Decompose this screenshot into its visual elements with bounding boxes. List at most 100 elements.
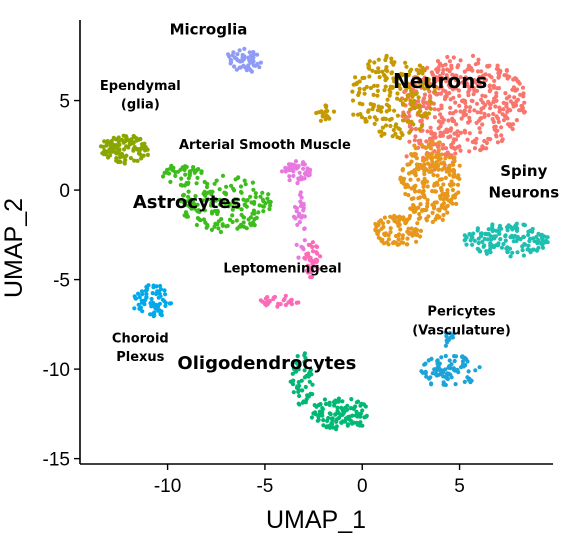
point-neurons [467,131,472,136]
point-ependymal-glia [122,160,127,165]
point-cluster-2 [406,171,412,176]
point-oligodendrocytes [322,397,327,402]
point-astrocytes [220,173,226,178]
point-neurons [449,63,454,68]
point-oligodendrocytes [334,419,339,424]
point-pericytes-vasculature [444,338,449,343]
point-spiny-neurons [505,249,510,255]
point-neurons [438,124,443,129]
point-neurons [493,104,498,109]
point-neurons [448,97,453,102]
point-pericytes-vasculature [443,382,448,388]
point-neurons [438,112,443,117]
point-oligodendrocytes [346,414,351,420]
point-spiny-neurons [521,253,527,258]
cluster-label-astrocytes: Astrocytes [133,192,241,213]
point-leptomeningeal [296,300,301,305]
point-astrocytes [218,202,223,207]
point-oligodendrocytes [308,367,313,372]
point-cluster-2 [436,148,441,153]
point-astrocytes [173,173,178,178]
point-neurons [462,69,467,74]
point-arterial-smooth-muscle [294,242,299,247]
point-astrocytes [250,180,255,185]
point-leptomeningeal [310,262,315,267]
point-arterial-smooth-muscle [298,174,304,180]
point-cluster-1 [368,101,373,107]
point-cluster-1 [353,75,358,80]
point-astrocytes [267,206,272,212]
point-arterial-smooth-muscle [295,181,300,186]
point-neurons [501,118,506,123]
point-spiny-neurons [534,234,539,240]
point-oligodendrocytes [359,401,364,406]
point-pericytes-vasculature [447,358,452,363]
point-neurons [521,94,526,99]
point-choroid-plexus [156,295,161,300]
point-cluster-1 [417,63,422,68]
point-cluster-2 [417,189,422,194]
point-neurons [478,130,483,135]
point-arterial-smooth-muscle [300,214,305,219]
point-neurons [522,110,527,115]
point-arterial-smooth-muscle [287,174,292,179]
point-astrocytes [251,187,256,192]
point-microglia [242,46,247,52]
point-cluster-1 [391,127,396,133]
point-astrocytes [241,215,247,220]
point-leptomeningeal [307,257,312,263]
point-cluster-1 [366,65,371,70]
point-neurons [451,111,456,116]
point-spiny-neurons [482,243,487,248]
point-oligodendrocytes [339,405,344,410]
point-pericytes-vasculature [419,369,424,374]
point-pericytes-vasculature [441,370,446,375]
point-leptomeningeal [318,254,323,259]
point-cluster-1 [375,83,380,88]
point-cluster-1 [406,119,411,124]
point-cluster-2 [442,166,447,171]
point-cluster-1 [362,91,367,96]
point-cluster-2 [425,198,430,203]
point-cluster-2 [452,174,457,179]
point-cluster-2 [449,179,454,184]
point-cluster-1 [393,124,398,129]
point-astrocytes [225,223,230,228]
point-cluster-2 [396,237,401,242]
point-arterial-smooth-muscle [293,163,298,168]
point-cluster-2 [445,188,450,193]
point-cluster-1 [351,112,356,117]
point-cluster-1 [373,70,378,75]
point-spiny-neurons [526,232,531,238]
point-neurons [466,120,471,125]
point-neurons [407,139,412,144]
point-astrocytes [238,184,244,189]
point-cluster-1 [416,71,421,76]
point-leptomeningeal [258,298,263,303]
point-spiny-neurons [484,249,489,254]
point-cluster-2 [437,140,442,145]
point-neurons [454,122,459,127]
point-cluster-1 [426,77,431,82]
point-neurons [514,87,520,92]
point-neurons [492,78,497,83]
point-arterial-smooth-muscle [283,169,288,174]
point-spiny-neurons [470,242,475,247]
point-neurons [444,127,449,132]
point-cluster-1 [357,90,362,95]
point-oligodendrocytes [338,413,343,418]
point-microglia [231,50,236,55]
point-neurons [472,138,477,144]
point-astrocytes [166,171,172,176]
point-oligodendrocytes [302,375,307,380]
point-cluster-2 [435,173,440,178]
point-cluster-2 [422,145,427,150]
point-cluster-1 [410,94,415,99]
point-neurons [511,85,516,90]
point-oligodendrocytes [327,402,332,407]
point-ependymal-glia [138,136,143,142]
point-oligodendrocytes [302,359,307,364]
point-spiny-neurons [499,245,504,250]
point-neurons [459,116,464,121]
